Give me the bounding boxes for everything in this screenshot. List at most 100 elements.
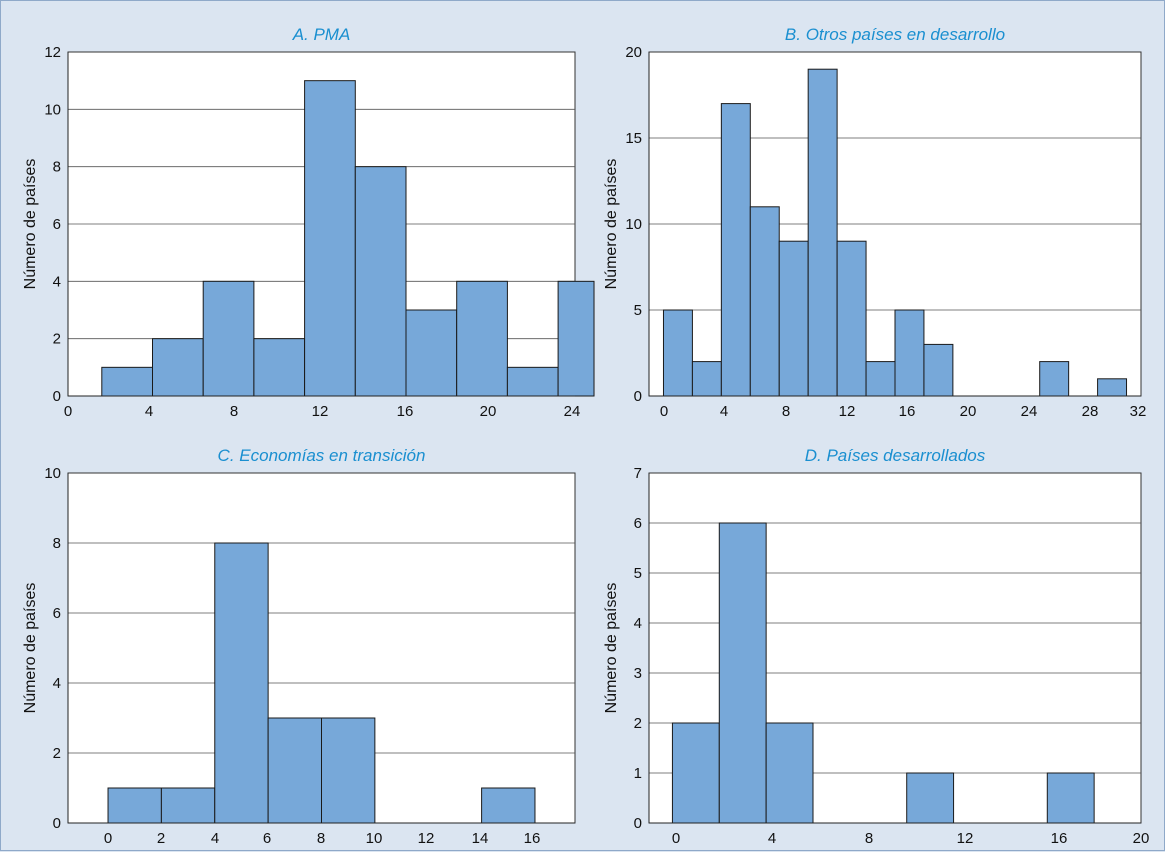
histogram-bar-c: [321, 717, 376, 824]
histogram-bar-c: [214, 542, 269, 824]
y-tick-label-d: 0: [634, 815, 642, 832]
histogram-bar-b: [778, 240, 809, 397]
x-tick-label-d: 0: [672, 830, 680, 847]
histogram-bar-b: [923, 343, 954, 397]
histogram-bar-d: [1046, 772, 1095, 824]
histogram-bar-b: [691, 361, 722, 397]
x-tick-label-d: 20: [1133, 830, 1150, 847]
histogram-bar-a: [456, 280, 508, 397]
x-tick-label-a: 12: [312, 403, 329, 420]
y-tick-label-d: 6: [634, 515, 642, 532]
x-tick-label-c: 10: [366, 830, 383, 847]
panel-title-a: A. PMA: [292, 25, 351, 44]
histogram-bar-d: [718, 522, 767, 824]
y-tick-label-d: 5: [634, 565, 642, 582]
panel-title-c: C. Economías en transición: [218, 446, 426, 465]
panel-title-b: B. Otros países en desarrollo: [785, 25, 1005, 44]
histogram-bar-c: [481, 787, 536, 824]
y-tick-label-a: 2: [53, 331, 61, 348]
y-tick-label-d: 4: [634, 615, 642, 632]
y-tick-label-b: 20: [625, 44, 642, 61]
x-tick-label-a: 16: [397, 403, 414, 420]
x-tick-label-b: 24: [1021, 403, 1038, 420]
y-tick-label-c: 4: [53, 675, 61, 692]
histogram-bar-a: [405, 309, 458, 397]
histogram-bar-d: [906, 772, 955, 824]
x-tick-label-b: 0: [660, 403, 668, 420]
x-tick-label-c: 6: [263, 830, 271, 847]
y-axis-label-c: Número de países: [22, 583, 39, 714]
y-tick-label-d: 2: [634, 715, 642, 732]
histogram-bar-c: [160, 787, 216, 824]
x-tick-label-b: 8: [782, 403, 790, 420]
x-tick-label-c: 12: [418, 830, 435, 847]
histogram-bar-b: [1039, 361, 1070, 397]
y-tick-label-a: 4: [53, 273, 61, 290]
y-axis-label-a: Número de países: [22, 159, 39, 290]
x-tick-label-d: 12: [957, 830, 974, 847]
histogram-bar-a: [557, 280, 595, 397]
histogram-bar-a: [354, 166, 407, 397]
y-tick-label-a: 0: [53, 388, 61, 405]
histogram-bar-b: [720, 103, 751, 397]
panel-title-d: D. Países desarrollados: [805, 446, 986, 465]
y-tick-label-c: 6: [53, 605, 61, 622]
histogram-bar-b: [894, 309, 925, 397]
x-tick-label-a: 4: [145, 403, 153, 420]
histogram-bar-b: [836, 240, 867, 397]
histogram-bar-b: [1097, 378, 1128, 397]
y-tick-label-a: 8: [53, 159, 61, 176]
histogram-bar-a: [152, 338, 204, 397]
x-tick-label-b: 16: [899, 403, 916, 420]
histogram-bar-b: [662, 309, 693, 397]
x-tick-label-c: 14: [472, 830, 489, 847]
x-tick-label-a: 0: [64, 403, 72, 420]
x-tick-label-c: 0: [104, 830, 112, 847]
y-tick-label-b: 5: [634, 302, 642, 319]
x-tick-label-c: 8: [317, 830, 325, 847]
x-tick-label-d: 16: [1051, 830, 1068, 847]
y-tick-label-d: 1: [634, 765, 642, 782]
y-tick-label-b: 10: [625, 216, 642, 233]
histogram-bar-a: [253, 338, 306, 397]
x-tick-label-b: 28: [1082, 403, 1099, 420]
x-tick-label-d: 4: [768, 830, 776, 847]
x-tick-label-c: 2: [157, 830, 165, 847]
x-tick-label-a: 20: [480, 403, 497, 420]
y-axis-label-d: Número de países: [603, 583, 620, 714]
y-tick-label-b: 15: [625, 130, 642, 147]
x-tick-label-b: 4: [720, 403, 728, 420]
histogram-bar-a: [101, 366, 154, 397]
histogram-bar-c: [267, 717, 323, 824]
y-tick-label-c: 10: [44, 465, 61, 482]
y-tick-label-a: 10: [44, 101, 61, 118]
histogram-bar-b: [749, 206, 780, 397]
x-tick-label-c: 16: [524, 830, 541, 847]
histogram-bar-d: [671, 722, 720, 824]
histogram-bar-a: [506, 366, 559, 397]
x-tick-label-b: 20: [960, 403, 977, 420]
histogram-bar-a: [304, 80, 356, 397]
x-tick-label-c: 4: [211, 830, 219, 847]
x-tick-label-d: 8: [865, 830, 873, 847]
histogram-bar-b: [865, 361, 896, 397]
y-axis-label-b: Número de países: [603, 159, 620, 290]
y-tick-label-a: 12: [44, 44, 61, 61]
y-tick-label-a: 6: [53, 216, 61, 233]
y-tick-label-d: 3: [634, 665, 642, 682]
histogram-bar-a: [202, 280, 255, 397]
y-tick-label-d: 7: [634, 465, 642, 482]
x-tick-label-b: 32: [1130, 403, 1147, 420]
x-tick-label-a: 8: [230, 403, 238, 420]
x-tick-label-b: 12: [839, 403, 856, 420]
histogram-bar-c: [107, 787, 162, 824]
y-tick-label-c: 2: [53, 745, 61, 762]
y-tick-label-c: 0: [53, 815, 61, 832]
histogram-bar-b: [807, 68, 838, 397]
y-tick-label-b: 0: [634, 388, 642, 405]
x-tick-label-a: 24: [564, 403, 581, 420]
histogram-bar-d: [765, 722, 814, 824]
y-tick-label-c: 8: [53, 535, 61, 552]
